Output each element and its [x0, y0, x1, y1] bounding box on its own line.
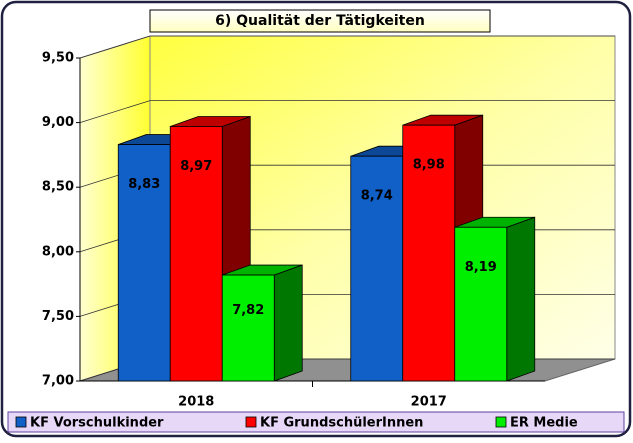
- y-tick-label: 7,50: [42, 309, 74, 324]
- y-tick-label: 8,00: [42, 244, 74, 259]
- value-label: 8,83: [128, 177, 160, 192]
- y-tick-label: 7,00: [42, 374, 74, 389]
- grid-line: [79, 100, 615, 123]
- bar-side: [273, 264, 303, 382]
- chart-title: 6) Qualität der Tätigkeiten: [215, 13, 425, 29]
- value-label: 8,19: [465, 260, 497, 275]
- legend-swatch: [495, 416, 507, 428]
- bar: [454, 226, 508, 382]
- legend-label: KF Vorschulkinder: [30, 416, 164, 431]
- y-tick-label: 8,50: [42, 180, 74, 195]
- bar: [402, 124, 456, 382]
- bar: [169, 126, 223, 382]
- title-box: [149, 9, 491, 33]
- legend-swatch: [15, 416, 27, 428]
- bar: [117, 144, 171, 382]
- y-tick-label: 9,00: [42, 115, 74, 130]
- x-tick-label: 2017: [411, 395, 447, 410]
- bar-side: [506, 216, 536, 382]
- legend: [7, 411, 625, 433]
- value-label: 8,74: [361, 189, 393, 204]
- value-label: 8,97: [180, 159, 212, 174]
- y-tick-label: 9,50: [42, 51, 74, 66]
- legend-label: KF GrundschülerInnen: [260, 416, 423, 431]
- grid-line: [79, 35, 615, 59]
- legend-swatch: [245, 416, 257, 428]
- legend-label: ER Medie: [510, 416, 578, 431]
- value-label: 7,82: [232, 303, 264, 318]
- x-tick-label: 2018: [178, 395, 214, 410]
- bar: [221, 274, 275, 382]
- value-label: 8,98: [413, 158, 445, 173]
